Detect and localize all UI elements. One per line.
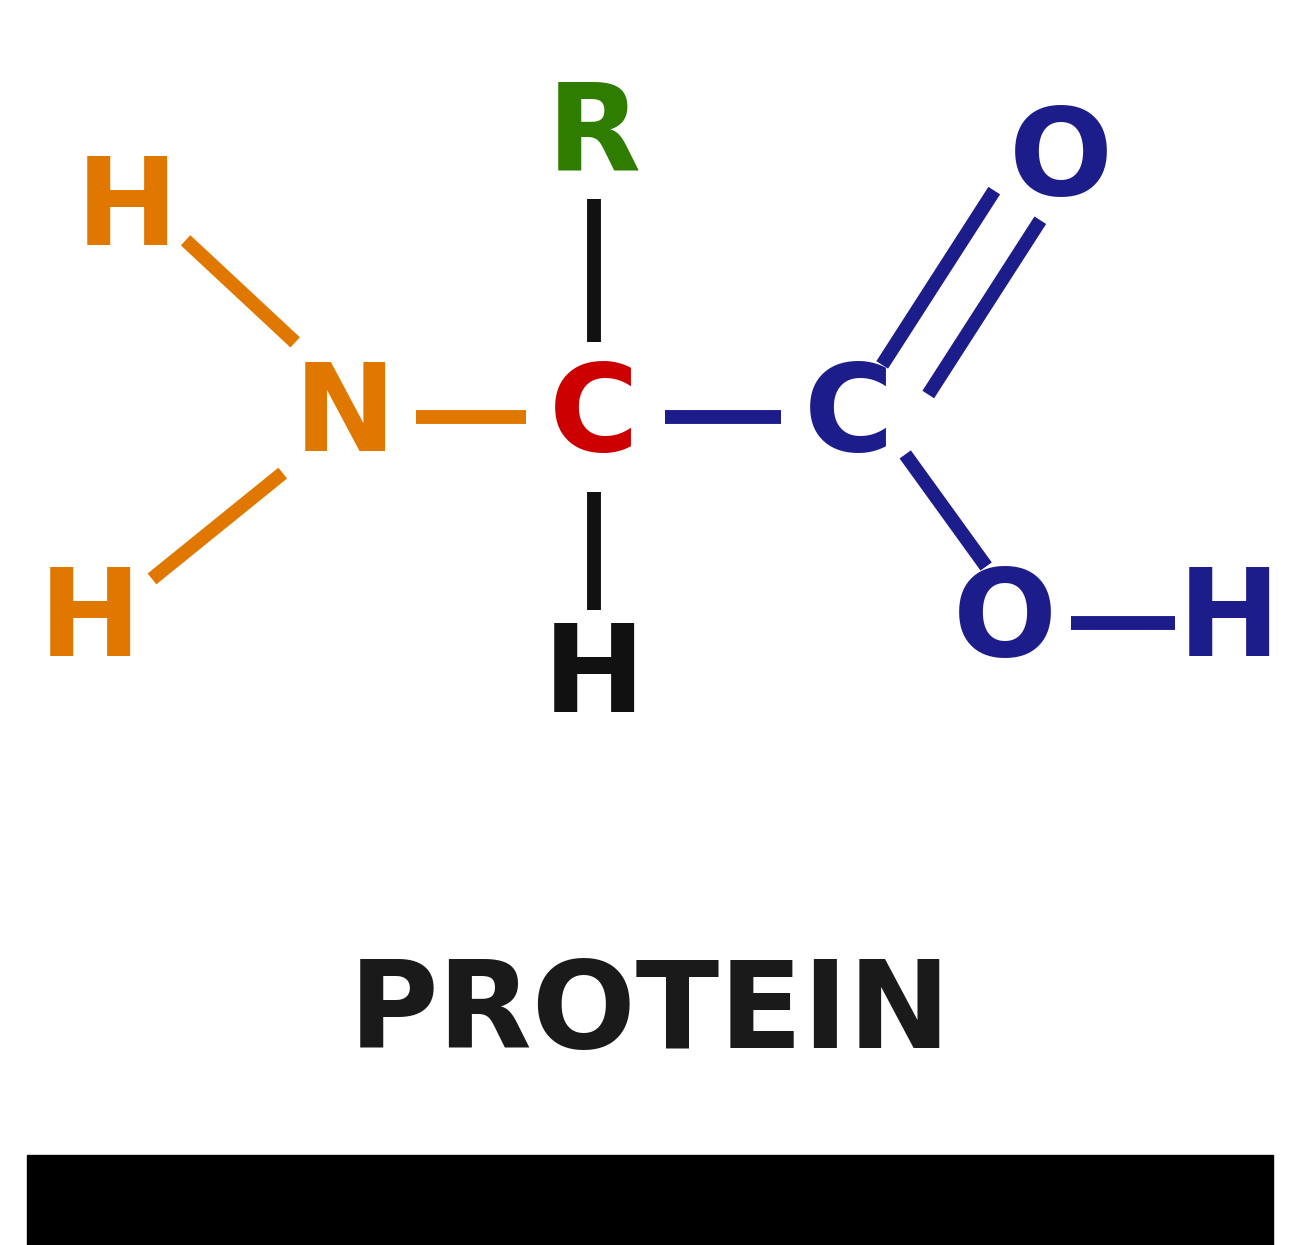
Text: N: N	[294, 359, 396, 476]
Text: H: H	[75, 153, 178, 270]
Text: H: H	[543, 620, 645, 737]
Text: C: C	[805, 359, 894, 476]
Text: H: H	[1178, 564, 1280, 681]
Text: O: O	[1009, 103, 1113, 220]
Text: C: C	[549, 359, 638, 476]
Text: R: R	[547, 78, 641, 195]
Text: H: H	[39, 564, 140, 681]
Text: O: O	[953, 564, 1057, 681]
Bar	[27, 1155, 1273, 1245]
Text: PROTEIN: PROTEIN	[348, 956, 952, 1073]
